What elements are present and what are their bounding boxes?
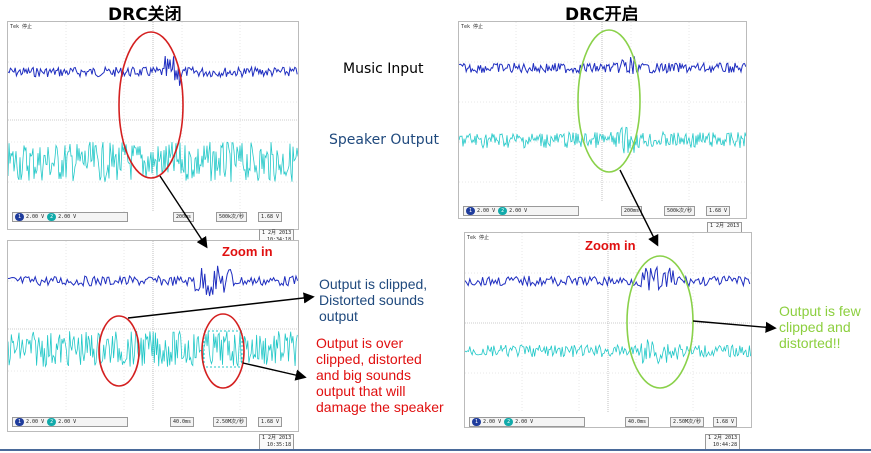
scope-timebase: 200ms [173, 212, 195, 222]
scope-samplerate: 500k次/秒 [664, 206, 696, 216]
scope-status-bar: 1 2.00 V 2 2.00 V [12, 417, 128, 427]
speaker-output-waveform [8, 330, 298, 368]
title-drc-on: DRC开启 [565, 5, 639, 25]
note-few-clipped: Output is few clipped and distorted!! [779, 303, 861, 351]
music-input-waveform [8, 55, 298, 86]
scope-status-bar: 1 2.00 V 2 2.00 V [463, 206, 579, 216]
scope-drc-on-full: Tek 停止 1 2.00 V 2 2.00 V 200ms 500k次/秒 1.6… [458, 21, 747, 219]
scope-trigger: 1.68 V [258, 212, 283, 222]
footer-rule [0, 449, 871, 451]
scope-drc-on-zoom: Tek 停止 1 2.00 V 2 2.00 V 40.0ms 2.50M次/秒 1… [464, 232, 752, 428]
scope-trigger: 1.68 V [713, 417, 738, 427]
speaker-output-waveform [465, 339, 751, 365]
title-drc-off: DRC关闭 [108, 5, 182, 25]
speaker-output-waveform [459, 126, 746, 154]
scope-timebase: 40.0ms [625, 417, 650, 427]
scope-screen [465, 233, 751, 413]
note-over-clipped: Output is over clipped, distorted and big … [316, 335, 444, 415]
scope-brand: Tek 停止 [467, 235, 490, 241]
zoom-in-left: Zoom in [222, 244, 273, 259]
music-input-waveform [8, 265, 298, 297]
scope-screen [8, 241, 298, 411]
scope-samplerate: 500k次/秒 [216, 212, 248, 222]
scope-timebase: 40.0ms [170, 417, 195, 427]
music-input-waveform [459, 56, 746, 75]
label-music-input: Music Input [343, 61, 424, 77]
scope-screen [8, 22, 298, 212]
scope-drc-off-full: Tek 停止 1 2.00 V 2 2.00 V 200ms 500k次/秒 1.6… [7, 21, 299, 230]
scope-status-bar: 1 2.00 V 2 2.00 V [469, 417, 585, 427]
note-clipped: Output is clipped, Distorted sounds output [319, 276, 428, 324]
timestamp-bottom-right: 1 2月 2013 10:44:28 [705, 434, 741, 450]
scope-brand: Tek 停止 [461, 24, 484, 30]
speaker-output-waveform [8, 141, 298, 182]
scope-trigger: 1.68 V [258, 417, 283, 427]
scope-brand: Tek 停止 [10, 24, 33, 30]
scope-status-bar: 1 2.00 V 2 2.00 V [12, 212, 128, 222]
scope-screen [459, 22, 746, 202]
scope-drc-off-zoom: 1 2.00 V 2 2.00 V 40.0ms 2.50M次/秒 1.68 V [7, 240, 299, 432]
label-speaker-output: Speaker Output [329, 132, 440, 148]
scope-timebase: 200ms [621, 206, 643, 216]
music-input-waveform [465, 265, 751, 292]
timestamp-bottom-left: 1 2月 2013 10:35:18 [259, 434, 295, 450]
scope-samplerate: 2.50M次/秒 [670, 417, 705, 427]
scope-trigger: 1.68 V [706, 206, 731, 216]
zoom-in-right: Zoom in [585, 238, 636, 253]
scope-samplerate: 2.50M次/秒 [213, 417, 248, 427]
